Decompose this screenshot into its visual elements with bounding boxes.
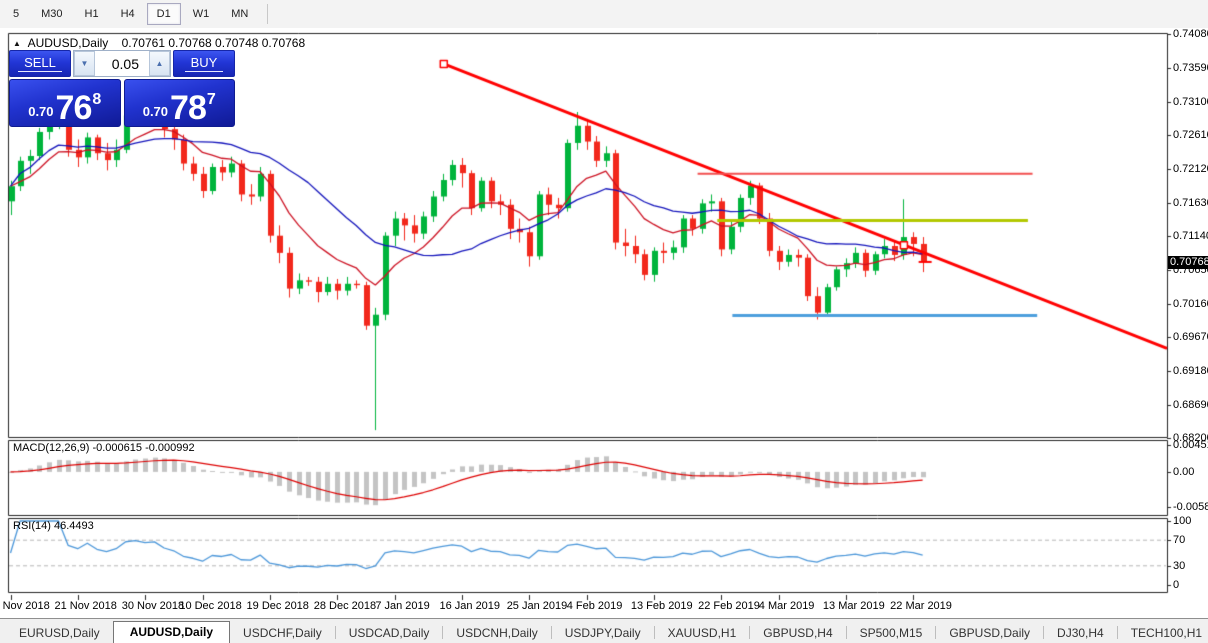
chart-tab-usdcnh-daily[interactable]: USDCNH,Daily	[456, 626, 538, 640]
chart-tab-eurusd-daily[interactable]: EURUSD,Daily	[19, 626, 100, 640]
date-label: 7 Jan 2019	[375, 600, 430, 612]
chart-ohlc-values: 0.70761 0.70768 0.70748 0.70768	[121, 36, 306, 50]
toolbar-separator	[267, 4, 269, 24]
tab-divider	[935, 626, 937, 639]
timeframe-button-h4[interactable]: H4	[120, 8, 135, 20]
chart-tab-dj30-h4[interactable]: DJ30,H4	[1057, 626, 1104, 640]
chart-tab-usdcad-daily[interactable]: USDCAD,Daily	[348, 626, 430, 640]
chart-tab-usdjpy-daily[interactable]: USDJPY,Daily	[564, 626, 641, 640]
date-label: 22 Feb 2019	[698, 600, 760, 612]
chart-tab-usdchf-daily[interactable]: USDCHF,Daily	[243, 626, 322, 640]
date-label: 4 Feb 2019	[566, 600, 623, 612]
buy-price-pip: 7	[206, 91, 216, 108]
sell-button-label: SELL	[18, 55, 62, 72]
rsi-axis-label: 70	[1173, 534, 1186, 547]
sell-price-panel[interactable]: 0.70 76 8	[9, 79, 121, 127]
timeframe-button-m30[interactable]: M30	[41, 8, 63, 20]
tab-divider	[845, 626, 847, 639]
buy-price-panel[interactable]: 0.70 78 7	[123, 79, 235, 127]
chart-symbol-label: AUDUSD,Daily	[27, 36, 109, 50]
macd-axis-label: 0.004517	[1173, 439, 1208, 451]
chart-header: ▲ AUDUSD,Daily 0.70761 0.70768 0.70748 0…	[13, 36, 305, 50]
date-label: 25 Jan 2019	[506, 600, 568, 612]
rsi-axis-label: 0	[1173, 579, 1180, 591]
timeframe-toolbar: 5 M30 H1 H4 D1 W1 MN	[0, 0, 1208, 29]
date-label: 21 Nov 2018	[54, 600, 117, 612]
chart-tabbar: EURUSD,Daily AUDUSD,Daily USDCHF,Daily USDC…	[0, 618, 1208, 643]
chart-tab-gbpusd-daily[interactable]: GBPUSD,Daily	[949, 626, 1031, 640]
collapse-icon[interactable]: ▲	[13, 39, 21, 48]
chevron-down-icon: ▼	[80, 59, 89, 68]
tab-divider	[550, 626, 552, 639]
volume-decrease-button[interactable]: ▼	[74, 51, 95, 76]
date-label: 19 Dec 2018	[246, 600, 309, 612]
volume-input[interactable]: 0.05	[95, 51, 149, 76]
chart-tab-gbpusd-h4[interactable]: GBPUSD,H4	[763, 626, 833, 640]
date-label: 16 Jan 2019	[439, 600, 501, 612]
rsi-axis-label: 30	[1173, 559, 1186, 572]
chart-stage: ▲ AUDUSD,Daily 0.70761 0.70768 0.70748 0…	[0, 28, 1208, 618]
date-label: 28 Dec 2018	[313, 600, 377, 612]
chart-tab-audusd-daily[interactable]: AUDUSD,Daily	[112, 621, 231, 643]
tab-divider	[334, 626, 336, 639]
tab-divider	[1043, 626, 1045, 639]
buy-price-prefix: 0.70	[142, 104, 169, 119]
timeframe-button-w1[interactable]: W1	[192, 8, 210, 20]
buy-button-label: BUY	[184, 55, 224, 72]
volume-spinner: ▼ 0.05 ▲	[73, 50, 171, 77]
chevron-up-icon: ▲	[155, 59, 164, 68]
date-label: 13 Feb 2019	[630, 600, 693, 612]
current-price-tag: 0.70768	[1168, 255, 1208, 269]
date-label: 4 Mar 2019	[758, 600, 815, 612]
macd-label: MACD(12,26,9) -0.000615 -0.000992	[13, 442, 195, 454]
sell-button[interactable]: SELL	[9, 50, 71, 77]
buy-price-big: 78	[170, 89, 207, 127]
date-label: 10 Dec 2018	[179, 600, 242, 612]
tab-divider	[442, 626, 444, 639]
tab-divider	[653, 626, 655, 639]
timeframe-button-5[interactable]: 5	[13, 8, 20, 20]
date-label: 12 Nov 2018	[0, 600, 50, 612]
rsi-label: RSI(14) 46.4493	[13, 520, 94, 532]
buy-button[interactable]: BUY	[173, 50, 235, 77]
one-click-trade-widget: SELL ▼ 0.05 ▲ BUY 0.70 7	[9, 50, 235, 127]
chart-tab-tech100-h1[interactable]: TECH100,H1	[1130, 626, 1203, 640]
macd-axis-label: -0.005899	[1173, 501, 1208, 513]
date-label: 22 Mar 2019	[890, 600, 952, 612]
sell-price-pip: 8	[92, 91, 102, 108]
volume-increase-button[interactable]: ▲	[149, 51, 170, 76]
macd-axis-label: 0.00	[1173, 465, 1195, 478]
timeframe-button-h1[interactable]: H1	[84, 8, 99, 20]
date-label: 13 Mar 2019	[822, 600, 885, 612]
tab-divider	[1116, 626, 1118, 639]
tab-divider	[749, 626, 751, 639]
rsi-axis-label: 100	[1173, 515, 1192, 527]
sell-price-big: 76	[55, 89, 93, 127]
timeframe-button-d1[interactable]: D1	[146, 3, 181, 25]
chart-tab-sp500-m15[interactable]: SP500,M15	[859, 626, 923, 640]
timeframe-button-mn[interactable]: MN	[231, 8, 249, 20]
sell-price-prefix: 0.70	[28, 104, 54, 119]
date-label: 30 Nov 2018	[121, 600, 185, 612]
chart-tab-xauusd-h1[interactable]: XAUUSD,H1	[667, 626, 737, 640]
